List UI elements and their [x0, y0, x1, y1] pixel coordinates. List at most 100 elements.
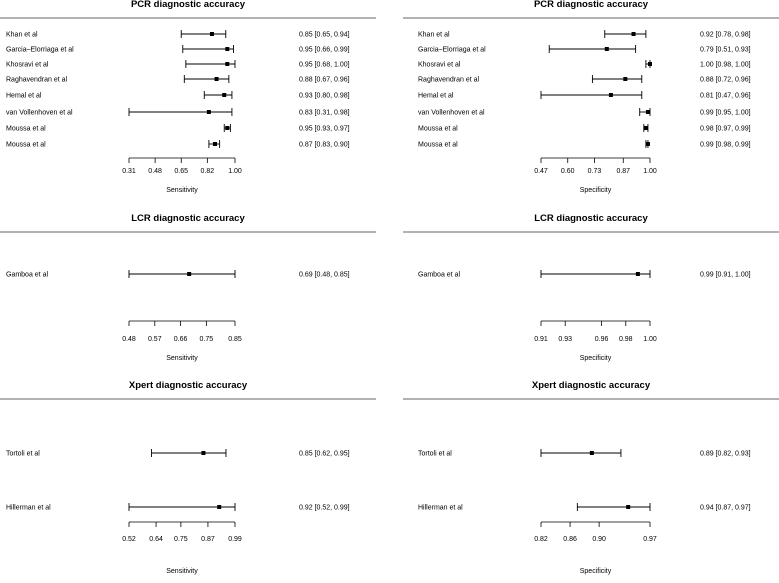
study-label: Moussa et al [418, 142, 458, 149]
study-label: Khan et al [6, 32, 38, 39]
study-label: van Vollenhoven et al [418, 110, 485, 117]
panel-title: PCR diagnostic accuracy [131, 0, 246, 10]
estimate-ci-text: 0.99 [0.91, 1.00] [700, 272, 751, 279]
point-estimate-marker [589, 451, 594, 455]
study-label: Garcia–Elorriaga et al [418, 47, 486, 54]
estimate-ci-text: 0.89 [0.82, 0.93] [700, 451, 751, 458]
estimate-ci-text: 0.81 [0.47, 0.96] [700, 93, 751, 100]
study-label: Khan et al [418, 32, 450, 39]
study-label: Moussa et al [6, 126, 46, 133]
estimate-ci-text: 1.00 [0.98, 1.00] [700, 62, 751, 69]
x-tick-label: 0.85 [228, 336, 242, 343]
x-tick-label: 0.48 [148, 168, 162, 175]
study-label: Khosravi et al [418, 62, 461, 69]
x-tick-label: 0.91 [534, 336, 548, 343]
point-estimate-marker [206, 110, 211, 114]
study-label: Gamboa et al [6, 272, 48, 279]
x-tick-label: 0.90 [592, 536, 606, 543]
point-estimate-marker [187, 272, 192, 276]
x-tick-label: 0.86 [563, 536, 577, 543]
estimate-ci-text: 0.88 [0.67, 0.96] [299, 77, 350, 84]
estimate-ci-text: 0.95 [0.93, 0.97] [299, 126, 350, 133]
point-estimate-marker [645, 110, 650, 114]
point-estimate-marker [217, 505, 222, 509]
study-label: Moussa et al [6, 142, 46, 149]
estimate-ci-text: 0.99 [0.95, 1.00] [700, 110, 751, 117]
estimate-ci-text: 0.87 [0.83, 0.90] [299, 142, 350, 149]
estimate-ci-text: 0.83 [0.31, 0.98] [299, 110, 350, 117]
x-tick-label: 0.97 [643, 536, 657, 543]
panel-title: PCR diagnostic accuracy [534, 0, 649, 10]
panel-title: Xpert diagnostic accuracy [532, 380, 651, 391]
point-estimate-marker [643, 126, 648, 130]
study-label: Tortoli et al [418, 451, 452, 458]
point-estimate-marker [623, 77, 628, 81]
point-estimate-marker [604, 47, 609, 51]
x-tick-label: 0.57 [148, 336, 162, 343]
panel-title: LCR diagnostic accuracy [131, 213, 245, 224]
x-tick-label: 0.73 [588, 168, 602, 175]
study-label: Gamboa et al [418, 272, 460, 279]
estimate-ci-text: 0.98 [0.97, 0.99] [700, 126, 751, 133]
x-tick-label: 0.99 [228, 536, 242, 543]
panel-title: LCR diagnostic accuracy [534, 213, 648, 224]
point-estimate-marker [648, 62, 652, 66]
x-axis-label: Sensitivity [166, 187, 198, 194]
point-estimate-marker [225, 62, 230, 66]
x-axis-label: Specificity [580, 568, 612, 575]
study-label: Raghavendran et al [418, 77, 480, 84]
x-tick-label: 0.64 [149, 536, 163, 543]
point-estimate-marker [608, 93, 613, 97]
point-estimate-marker [631, 32, 636, 36]
x-axis-label: Sensitivity [166, 568, 198, 575]
x-tick-label: 1.00 [228, 168, 242, 175]
estimate-ci-text: 0.94 [0.87, 0.97] [700, 505, 751, 512]
estimate-ci-text: 0.95 [0.66, 0.99] [299, 47, 350, 54]
panel-title: Xpert diagnostic accuracy [129, 380, 248, 391]
x-tick-label: 1.00 [643, 336, 657, 343]
x-tick-label: 0.82 [534, 536, 548, 543]
x-axis-label: Specificity [580, 355, 612, 362]
x-tick-label: 1.00 [643, 168, 657, 175]
x-tick-label: 0.98 [619, 336, 633, 343]
point-estimate-marker [626, 505, 631, 509]
x-tick-label: 0.93 [558, 336, 572, 343]
x-tick-label: 0.87 [616, 168, 630, 175]
point-estimate-marker [225, 126, 230, 130]
study-label: van Vollenhoven et al [6, 110, 73, 117]
study-label: Moussa et al [418, 126, 458, 133]
study-label: Hillerman et al [6, 505, 51, 512]
x-axis-label: Sensitivity [166, 355, 198, 362]
study-label: Tortoli et al [6, 451, 40, 458]
study-label: Raghavendran et al [6, 77, 68, 84]
study-label: Garcia–Elorriaga et al [6, 47, 74, 54]
x-tick-label: 0.66 [174, 336, 188, 343]
study-label: Hemal et al [418, 93, 454, 100]
x-tick-label: 0.75 [200, 336, 214, 343]
point-estimate-marker [222, 93, 227, 97]
x-tick-label: 0.52 [122, 536, 136, 543]
estimate-ci-text: 0.69 [0.48, 0.85] [299, 272, 350, 279]
point-estimate-marker [209, 32, 214, 36]
x-tick-label: 0.48 [122, 336, 136, 343]
estimate-ci-text: 0.85 [0.62, 0.95] [299, 451, 350, 458]
study-label: Khosravi et al [6, 62, 49, 69]
x-tick-label: 0.31 [122, 168, 136, 175]
estimate-ci-text: 0.88 [0.72, 0.96] [700, 77, 751, 84]
estimate-ci-text: 0.95 [0.68, 1.00] [299, 62, 350, 69]
estimate-ci-text: 0.92 [0.78, 0.98] [700, 32, 751, 39]
x-tick-label: 0.75 [174, 536, 188, 543]
x-tick-label: 0.87 [201, 536, 215, 543]
point-estimate-marker [214, 77, 219, 81]
study-label: Hemal et al [6, 93, 42, 100]
estimate-ci-text: 0.79 [0.51, 0.93] [700, 47, 751, 54]
point-estimate-marker [645, 142, 650, 146]
x-tick-label: 0.60 [561, 168, 575, 175]
estimate-ci-text: 0.93 [0.80, 0.98] [299, 93, 350, 100]
x-tick-label: 0.65 [174, 168, 188, 175]
x-tick-label: 0.82 [201, 168, 215, 175]
x-tick-label: 0.96 [595, 336, 609, 343]
study-label: Hillerman et al [418, 505, 463, 512]
estimate-ci-text: 0.92 [0.52, 0.99] [299, 505, 350, 512]
